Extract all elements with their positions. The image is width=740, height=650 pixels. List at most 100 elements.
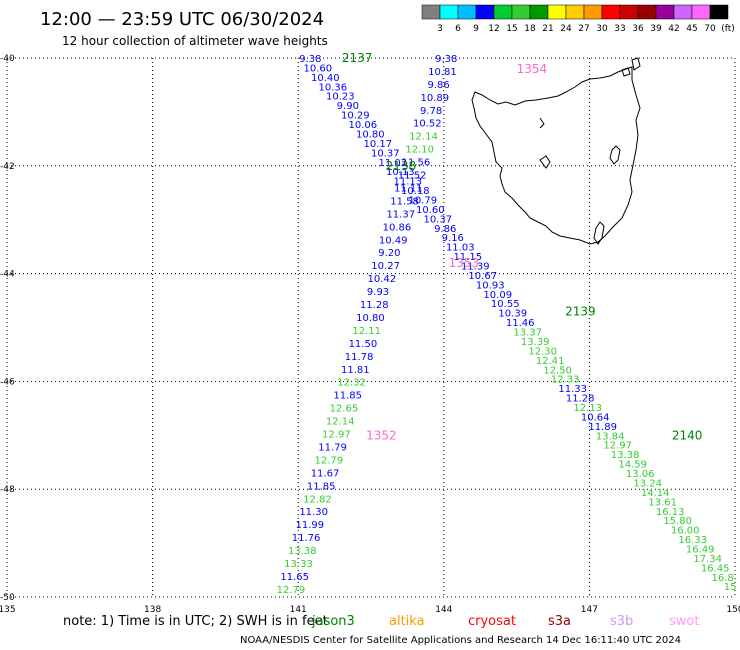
track-b-value: 9.78 — [420, 106, 442, 117]
maria-island-shape — [609, 145, 621, 165]
track-a-value: 12.30 — [528, 346, 557, 357]
tasmania-coastline — [471, 57, 641, 245]
track-a-value: 11.13 — [393, 177, 422, 188]
track-b-value: 10.27 — [371, 261, 400, 272]
track-b-value: 12.65 — [330, 404, 359, 415]
track-b-value: 12.14 — [409, 132, 438, 143]
bruny-island-shape — [593, 221, 605, 245]
track-b-value: 12.32 — [337, 378, 366, 389]
track-b-value: 13.33 — [284, 559, 313, 570]
track-a-value: 12.97 — [603, 441, 632, 452]
satellite-key: jason3 altika cryosat s3a s3b swot — [311, 614, 699, 629]
track-b-value: 11.85 — [333, 391, 362, 402]
track-a-value: 16.8 — [712, 573, 734, 584]
legend-swatch — [529, 4, 549, 20]
footer-credit: NOAA/NESDIS Center for Satellite Applica… — [240, 635, 681, 646]
legend-swatch — [493, 4, 513, 20]
track-a-value: 10.40 — [311, 73, 340, 84]
track-a-value: 11.89 — [588, 422, 617, 433]
track-a-value: 13.24 — [633, 478, 662, 489]
track-a-value: 14.14 — [641, 488, 670, 499]
track-b-value: 11.99 — [296, 520, 325, 531]
track-b-value: 10.89 — [421, 93, 450, 104]
track-a-value: 13.06 — [626, 469, 655, 480]
legend-swatch — [511, 4, 531, 20]
legend-swatch — [691, 4, 711, 20]
legend-label: 24 — [560, 24, 572, 34]
legend-swatch — [601, 4, 621, 20]
track-b-value: 12.11 — [352, 326, 381, 337]
track-b-value: 11.56 — [402, 158, 431, 169]
track-b-value: 12.14 — [326, 417, 355, 428]
pass-label: 2139 — [565, 304, 596, 318]
track-a-value: 16.49 — [686, 544, 715, 555]
track-a-value: 11.33 — [558, 384, 587, 395]
track-a-value: 11.02 — [378, 158, 407, 169]
track-b-value: 11.30 — [299, 507, 328, 518]
legend-label: 36 — [632, 24, 644, 34]
footer-note: note: 1) Time is in UTC; 2) SWH is in fe… — [63, 614, 328, 629]
track-a-value: 13.39 — [521, 337, 550, 348]
satellite-label: jason3 — [311, 614, 355, 629]
y-tick-label: -46 — [0, 377, 15, 387]
track-a-value: 15 — [724, 582, 737, 593]
pass-label: 1354 — [517, 62, 548, 76]
lake-shape — [539, 155, 551, 169]
x-tick-label: 138 — [144, 605, 161, 615]
track-a-value: 12.33 — [551, 375, 580, 386]
track-a-value: 11.28 — [566, 394, 595, 405]
legend-swatch — [547, 4, 567, 20]
track-b-value: 10.86 — [383, 222, 412, 233]
track-b-value: 11.81 — [341, 365, 370, 376]
track-a-value: 10.93 — [476, 280, 505, 291]
track-a-value: 11.03 — [446, 243, 475, 254]
track-a-value: 10.64 — [581, 412, 610, 423]
satellite-label: s3a — [548, 614, 571, 629]
y-tick-label: -42 — [0, 162, 15, 172]
satellite-label: s3b — [610, 614, 633, 629]
legend-label: (ft) — [721, 24, 735, 34]
track-a-value: 16.45 — [701, 563, 730, 574]
track-a-value: 10.60 — [304, 63, 333, 74]
track-b-value: 12.82 — [303, 494, 332, 505]
inlet-shape — [539, 117, 545, 129]
track-a-value: 13.38 — [611, 450, 640, 461]
legend-label: 3 — [437, 24, 443, 34]
legend-swatch — [457, 4, 477, 20]
y-tick-label: -50 — [0, 593, 15, 603]
legend-label: 9 — [473, 24, 479, 34]
track-a-value: 10.60 — [416, 205, 445, 216]
legend-label: 12 — [488, 24, 499, 34]
legend-label: 27 — [578, 24, 589, 34]
legend-swatch — [475, 4, 495, 20]
chart-title: 12:00 — 23:59 UTC 06/30/2024 — [40, 9, 324, 30]
track-a-value: 9.16 — [442, 233, 464, 244]
legend-swatch — [439, 4, 459, 20]
track-b-value: 11.76 — [292, 533, 321, 544]
legend-label: 42 — [668, 24, 679, 34]
grid-lines — [6, 57, 736, 598]
legend-swatch — [619, 4, 639, 20]
track-b-value: 10.42 — [368, 274, 397, 285]
legend-label: 39 — [650, 24, 662, 34]
pass-label: 1353 — [449, 256, 480, 270]
x-tick-label: 141 — [290, 605, 307, 615]
track-a-value: 10.13 — [386, 167, 415, 178]
legend-swatch — [673, 4, 693, 20]
track-b-value: 9.38 — [435, 54, 457, 65]
track-a-value: 10.23 — [326, 92, 355, 103]
track-a-value: 12.50 — [543, 365, 572, 376]
x-tick-label: 144 — [435, 605, 452, 615]
cape-barren-shape — [621, 67, 631, 77]
y-tick-label: -44 — [0, 270, 15, 280]
track-b-value: 12.79 — [314, 455, 343, 466]
plot-area: 9.3810.6010.4010.3610.239.9010.2910.0610… — [0, 51, 740, 615]
track-a-value: 9.86 — [434, 224, 456, 235]
track-a-value: 11.39 — [461, 262, 490, 273]
track-b-value: 12.79 — [277, 585, 306, 596]
legend-label: 45 — [686, 24, 697, 34]
track-a-value: 14.59 — [618, 460, 647, 471]
track-a-value: 16.13 — [656, 507, 685, 518]
track-a-value: 10.06 — [348, 120, 377, 131]
